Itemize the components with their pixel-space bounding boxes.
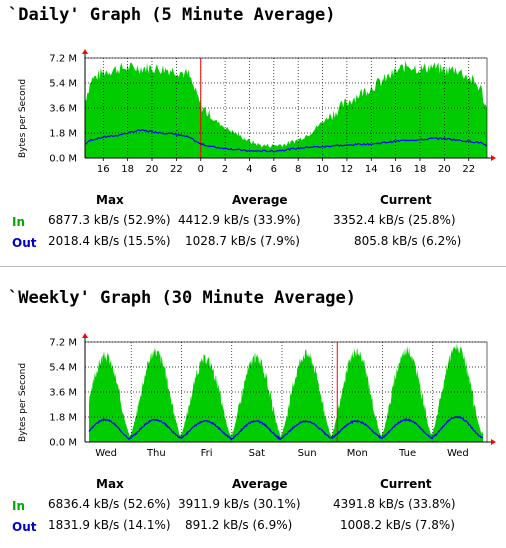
daily-y-ticks: 7.2 M 5.4 M 3.6 M 1.8 M 0.0 M	[49, 54, 77, 165]
daily-graph: Bytes per Second 7.2 M 5.4 M 3.6 M 1.8 M 0.0…	[18, 49, 496, 175]
y-tick-label: 7.2 M	[49, 54, 77, 65]
series-out-line	[88, 415, 484, 441]
daily-in-average: 4412.9 kB/s (33.9%)	[178, 213, 301, 227]
x-tick-label: 12	[341, 164, 354, 175]
x-tick-label: Thu	[146, 448, 166, 459]
series-out-line	[84, 128, 488, 153]
x-tick-label: Wed	[447, 448, 469, 459]
x-tick-label: Fri	[201, 448, 213, 459]
stats-header-average: Average	[232, 477, 288, 491]
x-tick-label: 10	[316, 164, 329, 175]
weekly-x-ticks: Wed Thu Fri Sat Sun Mon Tue Wed	[95, 448, 469, 459]
x-tick-label: 14	[365, 164, 378, 175]
x-tick-label: Wed	[95, 448, 117, 459]
daily-out-current: 805.8 kB/s (6.2%)	[354, 234, 462, 248]
weekly-out-average: 891.2 kB/s (6.9%)	[185, 518, 293, 532]
y-tick-label: 5.4 M	[49, 363, 77, 374]
x-tick-label: 16	[97, 164, 110, 175]
weekly-in-current: 4391.8 kB/s (33.8%)	[333, 497, 456, 511]
stats-row-in-label: In	[12, 499, 26, 513]
weekly-in-average: 3911.9 kB/s (30.1%)	[178, 497, 301, 511]
x-tick-label: 22	[170, 164, 183, 175]
x-tick-label: Sat	[249, 448, 265, 459]
stats-header-max: Max	[96, 477, 124, 491]
stats-header-current: Current	[380, 477, 432, 491]
x-tick-label: 18	[414, 164, 427, 175]
x-axis-arrow	[491, 439, 496, 445]
weekly-out-current: 1008.2 kB/s (7.8%)	[340, 518, 455, 532]
daily-x-ticks: 16 18 20 22 0 2 4 6 8 10 12 14 16 18 20 22	[97, 164, 475, 175]
y-tick-label: 7.2 M	[49, 338, 77, 349]
x-tick-label: 22	[462, 164, 475, 175]
weekly-stats-table: Max Average Current In 6836.4 kB/s (52.6…	[0, 474, 506, 544]
weekly-y-axis-label: Bytes per Second	[18, 363, 28, 442]
y-tick-label: 3.6 M	[49, 388, 77, 399]
y-tick-label: 0.0 M	[49, 438, 77, 449]
x-tick-label: 0	[198, 164, 204, 175]
stats-header-average: Average	[232, 193, 288, 207]
x-tick-label: 8	[295, 164, 301, 175]
weekly-y-ticks: 7.2 M 5.4 M 3.6 M 1.8 M 0.0 M	[49, 338, 77, 449]
stats-row-out-label: Out	[12, 236, 37, 250]
x-tick-label: Mon	[347, 448, 368, 459]
y-tick-label: 1.8 M	[49, 129, 77, 140]
daily-out-average: 1028.7 kB/s (7.9%)	[185, 234, 300, 248]
y-axis-arrow	[82, 49, 88, 54]
x-tick-label: Sun	[298, 448, 317, 459]
stats-header-max: Max	[96, 193, 124, 207]
weekly-graph-title: `Weekly' Graph (30 Minute Average)	[8, 288, 356, 308]
y-axis-arrow	[82, 333, 88, 338]
daily-in-current: 3352.4 kB/s (25.8%)	[333, 213, 456, 227]
x-tick-label: 18	[121, 164, 134, 175]
section-divider	[0, 266, 506, 267]
x-axis-arrow	[491, 155, 496, 161]
series-in-area	[89, 343, 483, 442]
daily-stats-table: Max Average Current In 6877.3 kB/s (52.9…	[0, 190, 506, 260]
series-in-area	[85, 60, 487, 159]
plot-border	[84, 57, 488, 159]
weekly-plot-area	[82, 333, 496, 445]
y-tick-label: 5.4 M	[49, 79, 77, 90]
y-tick-label: 0.0 M	[49, 154, 77, 165]
stats-row-in-label: In	[12, 215, 26, 229]
x-tick-label: 16	[389, 164, 402, 175]
weekly-graph: Bytes per Second 7.2 M 5.4 M 3.6 M 1.8 M 0.0…	[18, 333, 496, 459]
stats-row-out-label: Out	[12, 520, 37, 534]
weekly-out-max: 1831.9 kB/s (14.1%)	[48, 518, 171, 532]
y-tick-label: 1.8 M	[49, 413, 77, 424]
x-tick-label: 20	[438, 164, 451, 175]
plot-border	[84, 341, 488, 443]
stats-header-current: Current	[380, 193, 432, 207]
y-tick-label: 3.6 M	[49, 104, 77, 115]
daily-in-max: 6877.3 kB/s (52.9%)	[48, 213, 171, 227]
daily-out-max: 2018.4 kB/s (15.5%)	[48, 234, 171, 248]
x-tick-label: 2	[222, 164, 228, 175]
x-tick-label: 20	[146, 164, 159, 175]
x-tick-label: 4	[246, 164, 252, 175]
daily-graph-title: `Daily' Graph (5 Minute Average)	[8, 5, 336, 25]
x-tick-label: 6	[271, 164, 277, 175]
x-tick-label: Tue	[398, 448, 416, 459]
weekly-in-max: 6836.4 kB/s (52.6%)	[48, 497, 171, 511]
daily-y-axis-label: Bytes per Second	[18, 79, 28, 158]
daily-plot-area	[82, 49, 496, 161]
